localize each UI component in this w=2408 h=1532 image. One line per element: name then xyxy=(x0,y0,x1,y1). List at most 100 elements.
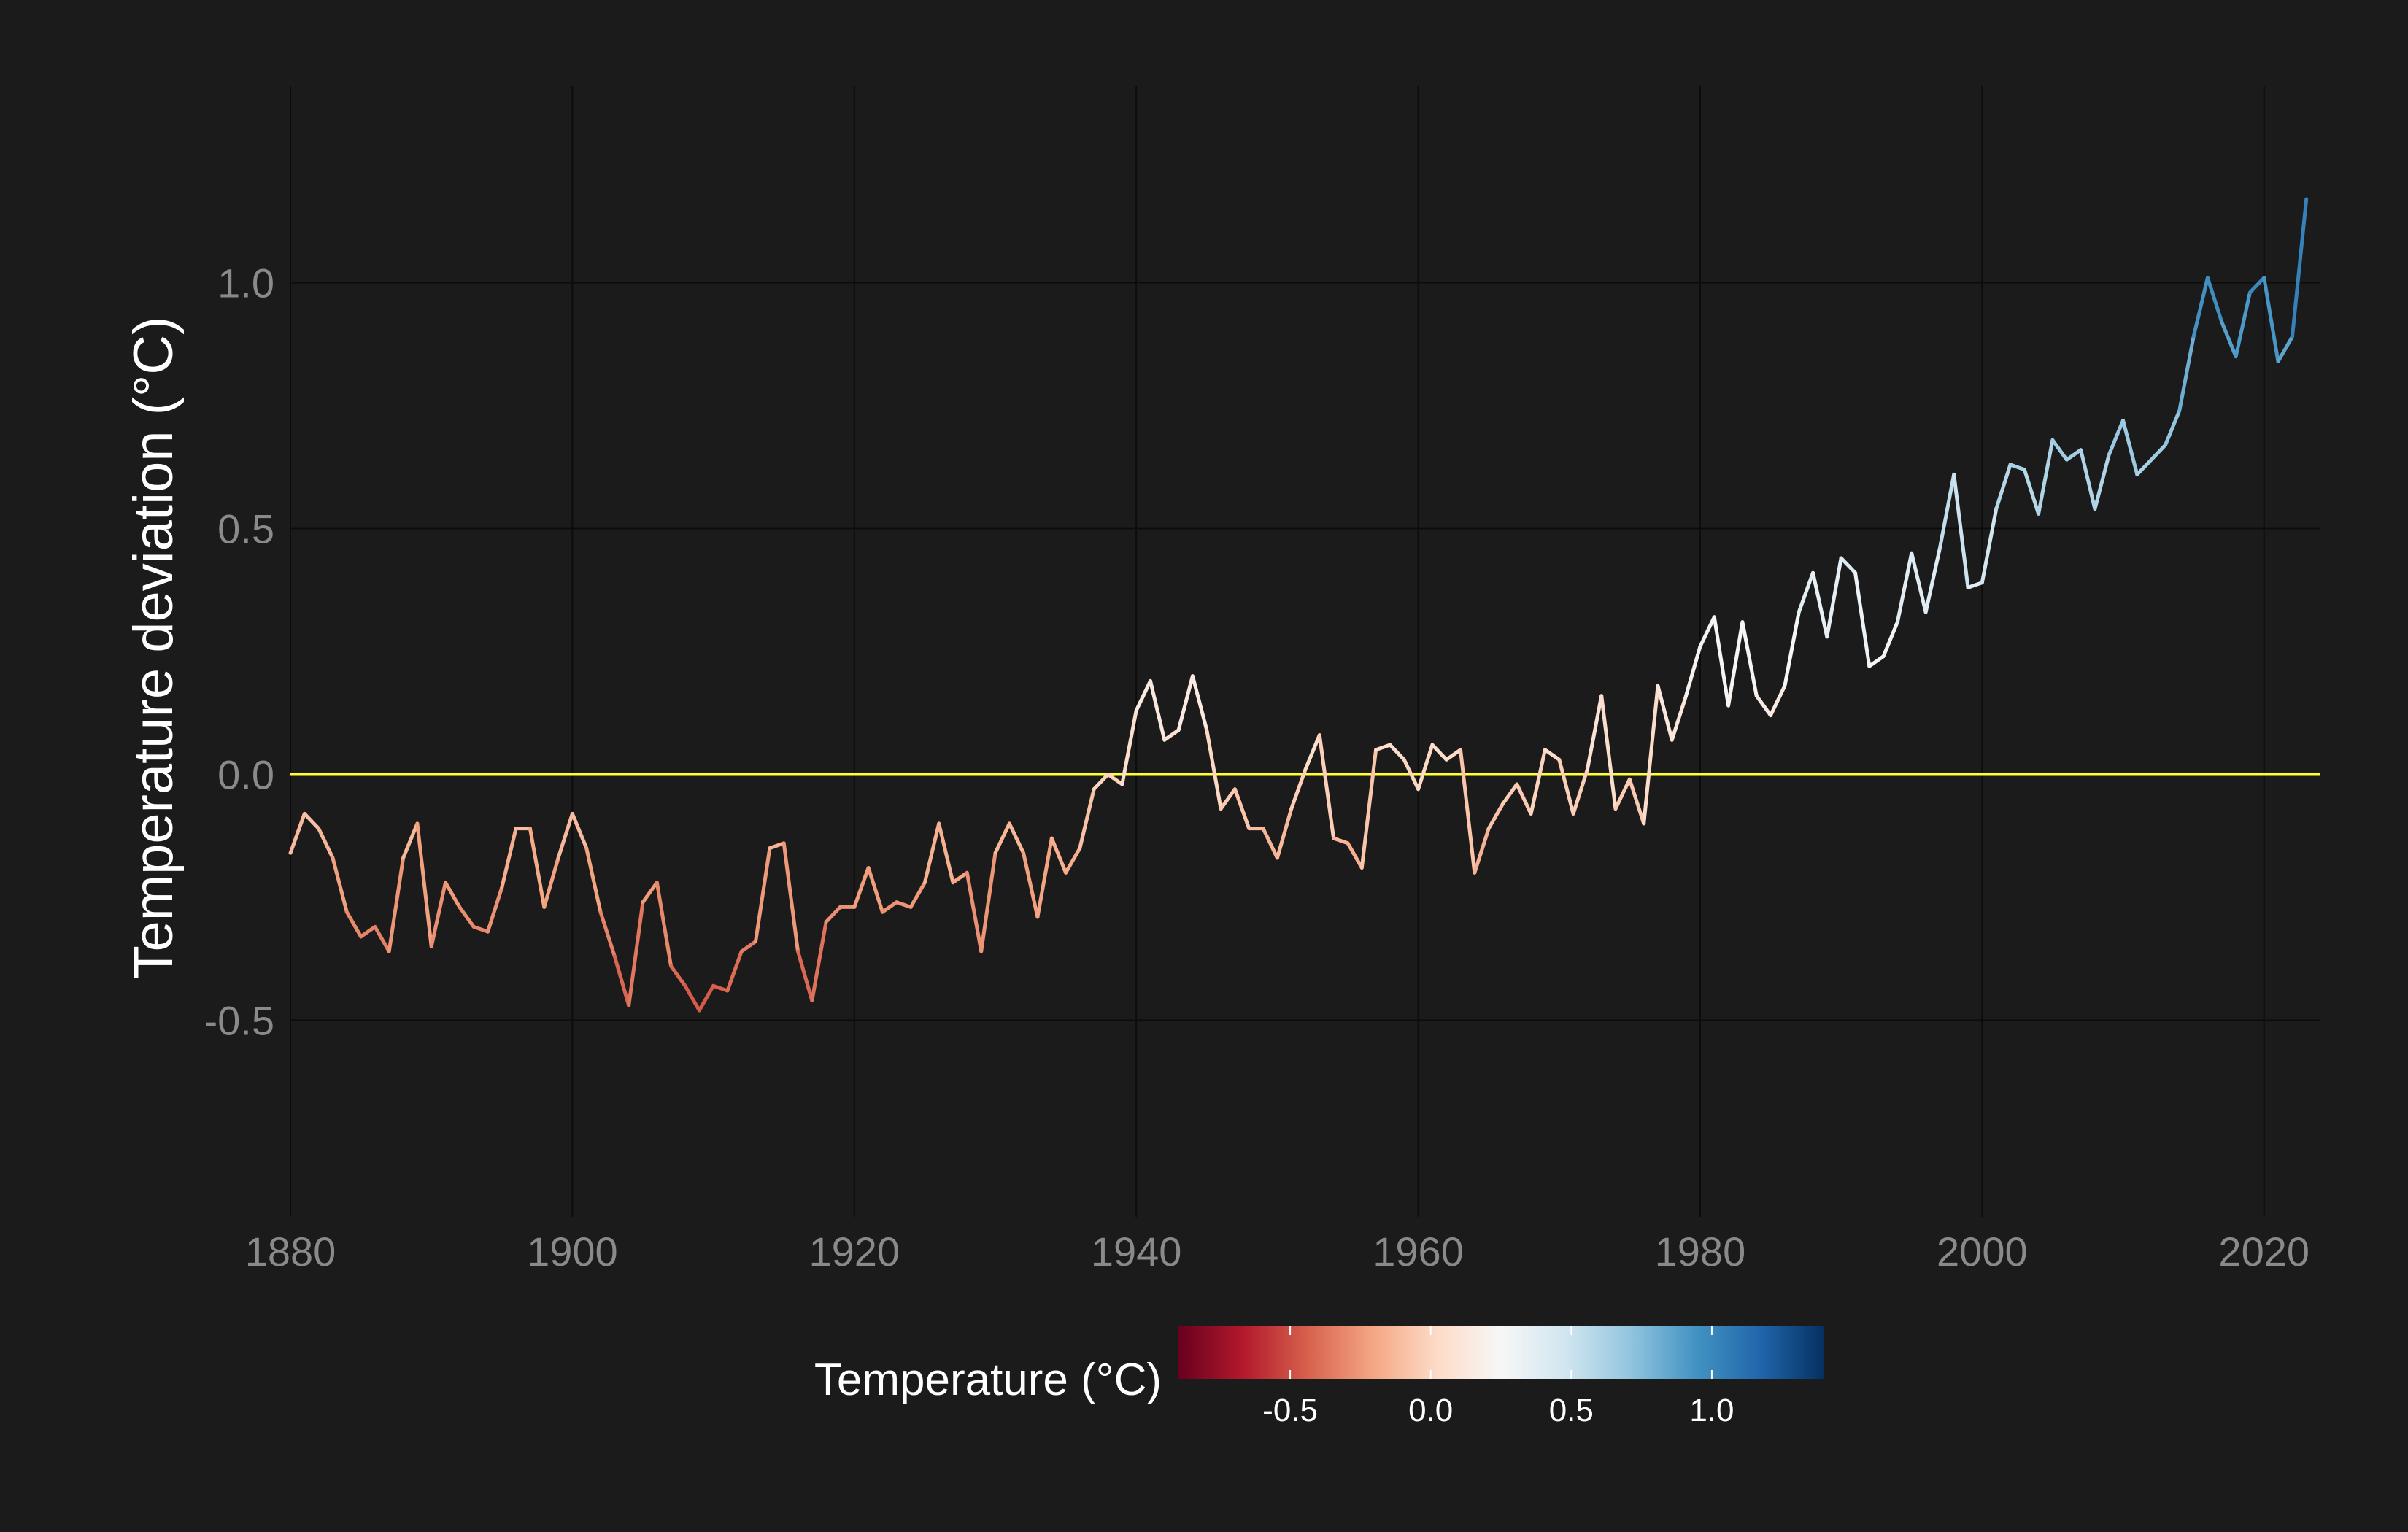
series-segment xyxy=(922,821,941,885)
series-segment xyxy=(1811,570,1829,639)
temperature-series xyxy=(288,197,2309,1013)
series-segment xyxy=(951,870,969,885)
y-tick-label: -0.5 xyxy=(204,997,275,1043)
series-segment xyxy=(1219,787,1237,811)
y-tick-labels: -0.5 0.0 0.5 1.0 xyxy=(204,260,275,1044)
series-segment xyxy=(500,827,518,889)
series-segment xyxy=(1797,570,1815,614)
series-segment xyxy=(1769,684,1787,718)
series-segment xyxy=(754,846,772,944)
series-segment xyxy=(1895,551,1914,624)
series-segment xyxy=(1289,767,1308,811)
series-segment xyxy=(1980,507,1999,585)
series-segment xyxy=(1444,748,1462,762)
series-segment xyxy=(2290,197,2309,339)
series-segment xyxy=(1374,743,1392,752)
series-segment xyxy=(1839,556,1857,575)
series-segment xyxy=(1007,821,1026,855)
series-segment xyxy=(2177,335,2196,413)
series-segment xyxy=(1149,678,1167,742)
series-segment xyxy=(895,900,913,909)
series-segment xyxy=(1035,836,1054,919)
series-segment xyxy=(1092,773,1110,792)
series-segment xyxy=(1162,728,1181,742)
series-segment xyxy=(1529,748,1547,816)
series-segment xyxy=(429,881,447,948)
x-tick-label: 1960 xyxy=(1373,1229,1464,1274)
series-segment xyxy=(2164,409,2182,447)
series-segment xyxy=(2191,276,2210,339)
series-segment xyxy=(768,841,786,851)
series-segment xyxy=(2008,463,2026,472)
series-segment xyxy=(1402,757,1421,792)
series-segment xyxy=(1599,694,1618,811)
series-segment xyxy=(711,983,730,993)
series-segment xyxy=(1106,773,1124,786)
series-segment xyxy=(344,910,363,939)
series-segment xyxy=(880,900,899,914)
series-segment xyxy=(1966,581,1984,589)
series-segment xyxy=(1684,644,1702,698)
series-segment xyxy=(584,846,603,914)
series-segment xyxy=(1176,674,1195,732)
series-segment xyxy=(810,920,828,1002)
series-segment xyxy=(2079,448,2097,511)
series-segment xyxy=(1881,620,1899,659)
series-segment xyxy=(288,811,306,855)
series-segment xyxy=(908,881,927,909)
series-segment xyxy=(1937,472,1956,550)
series-segment xyxy=(852,866,871,909)
x-tick-label: 1880 xyxy=(245,1229,336,1274)
series-segment xyxy=(2037,438,2055,516)
series-segment xyxy=(542,856,560,909)
series-segment xyxy=(1754,694,1772,718)
series-segment xyxy=(1459,748,1477,875)
x-tick-labels: 1880 1900 1920 1940 1960 1980 2000 2020 xyxy=(245,1229,2309,1274)
series-segment xyxy=(570,811,589,851)
series-segment xyxy=(1670,694,1689,742)
series-segment xyxy=(782,841,800,953)
x-tick-label: 1900 xyxy=(527,1229,618,1274)
series-segment xyxy=(1783,610,1801,688)
series-segment xyxy=(415,821,433,948)
series-segment xyxy=(1571,767,1589,816)
series-segment xyxy=(1923,546,1942,614)
series-segment xyxy=(1994,463,2013,511)
series-segment xyxy=(2064,448,2083,462)
series-segment xyxy=(2247,276,2266,295)
series-segment xyxy=(993,821,1011,855)
series-segment xyxy=(2107,418,2125,457)
y-tick-label: 0.5 xyxy=(217,506,274,552)
series-segment xyxy=(2050,438,2069,462)
series-segment xyxy=(1022,851,1040,919)
series-segment xyxy=(1275,807,1294,860)
series-segment xyxy=(1585,694,1604,772)
series-segment xyxy=(824,905,842,924)
series-segment xyxy=(1853,570,1872,668)
series-segment xyxy=(866,866,884,914)
series-segment xyxy=(359,924,377,939)
y-axis-title: Temperature deviation (°C) xyxy=(123,317,185,980)
series-segment xyxy=(1261,827,1279,860)
series-segment xyxy=(1613,777,1632,811)
legend-tick-label: 1.0 xyxy=(1689,1393,1734,1428)
series-segment xyxy=(1205,728,1223,811)
series-segment xyxy=(556,811,574,860)
series-segment xyxy=(1303,733,1321,772)
series-segment xyxy=(2149,443,2167,462)
series-segment xyxy=(486,886,504,934)
series-segment xyxy=(444,881,462,909)
series-segment xyxy=(1388,743,1406,762)
series-segment xyxy=(796,949,814,1002)
series-segment xyxy=(1346,841,1364,870)
series-segment xyxy=(331,856,349,914)
series-segment xyxy=(1232,787,1251,831)
series-segment xyxy=(2205,276,2224,324)
y-tick-label: 1.0 xyxy=(217,260,274,306)
series-segment xyxy=(1332,836,1350,846)
series-segment xyxy=(1501,782,1519,806)
series-segment xyxy=(1910,551,1928,614)
legend-colorbar xyxy=(1178,1326,1824,1379)
series-segment xyxy=(598,910,617,959)
series-segment xyxy=(1416,743,1435,792)
